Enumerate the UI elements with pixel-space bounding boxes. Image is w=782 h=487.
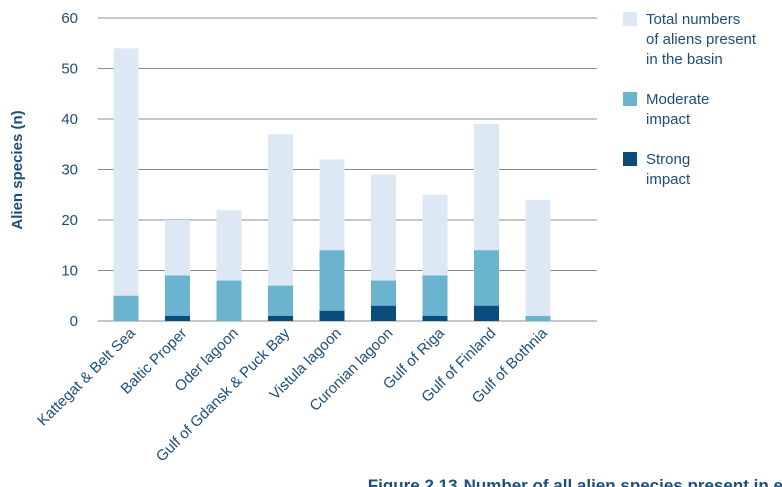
- legend-swatch: [623, 12, 637, 26]
- bar: [165, 275, 190, 321]
- y-tick-label: 60: [61, 10, 78, 27]
- bar: [113, 48, 139, 322]
- bar: [268, 315, 293, 321]
- caption-label: Figure 2.13: [368, 476, 458, 487]
- legend-line: impact: [646, 111, 691, 128]
- bar: [113, 295, 139, 321]
- bars: [113, 48, 551, 322]
- bar: [422, 275, 448, 321]
- bar: [525, 199, 551, 321]
- y-axis-label: Alien species (n): [9, 110, 26, 229]
- bar: [216, 280, 242, 321]
- bar: [319, 310, 345, 321]
- legend-swatch: [623, 152, 637, 166]
- legend-swatch: [623, 92, 637, 106]
- bar: [422, 315, 448, 321]
- legend-line: Moderate: [646, 91, 709, 108]
- y-tick-label: 40: [61, 111, 78, 128]
- legend-entry: Strong impact: [646, 151, 691, 188]
- legend-line: of aliens present: [646, 31, 757, 48]
- y-tick-label: 0: [70, 313, 78, 330]
- caption-text: Number of all alien species present in e…: [464, 476, 782, 487]
- bar: [525, 315, 551, 321]
- x-tick-label: Kattegat & Belt Sea: [34, 324, 139, 429]
- legend-entry: Moderate impact: [646, 91, 709, 128]
- legend-line: impact: [646, 171, 691, 188]
- bar: [319, 250, 345, 321]
- legend-entry: Total numbers of aliens present in the bas…: [646, 11, 757, 68]
- y-tick-label: 20: [61, 212, 78, 229]
- legend: Total numbers of aliens present in the bas…: [623, 11, 757, 188]
- bar: [371, 305, 396, 321]
- y-tick-label: 30: [61, 162, 78, 179]
- legend-line: Strong: [646, 151, 690, 168]
- y-tick-label: 10: [61, 263, 78, 280]
- bar: [474, 305, 499, 321]
- y-tick-label: 50: [61, 61, 78, 78]
- legend-line: in the basin: [646, 51, 723, 68]
- figure-caption: Figure 2.13 Number of all alien species p…: [368, 476, 782, 487]
- legend-line: Total numbers: [646, 11, 740, 28]
- bar: [268, 285, 293, 321]
- bar: [165, 315, 190, 321]
